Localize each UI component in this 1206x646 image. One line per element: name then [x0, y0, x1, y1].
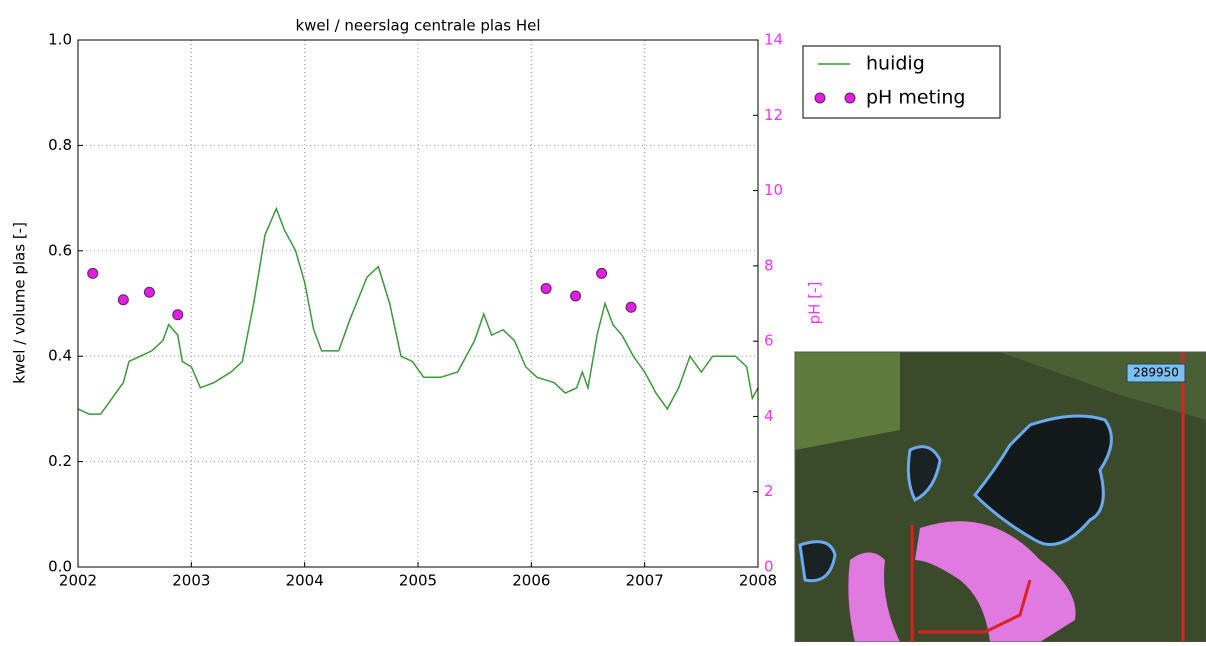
- x-tick-label: 2006: [512, 572, 550, 590]
- x-tick-label: 2008: [739, 572, 777, 590]
- data-point: [143, 286, 155, 298]
- data-point: [540, 282, 552, 294]
- data-point: [172, 309, 184, 321]
- y-tick-label: 0.6: [48, 241, 72, 259]
- y2-tick-label: 8: [764, 256, 774, 274]
- y-tick-label: 0.4: [48, 347, 72, 365]
- map-label-box: [1126, 363, 1186, 383]
- y2-tick-label: 2: [764, 482, 774, 500]
- data-point: [87, 267, 99, 279]
- y2-tick-label: 0: [764, 558, 774, 576]
- data-point: [625, 301, 637, 313]
- chart-title: kwel / neerslag centrale plas Hel: [295, 17, 540, 35]
- y-axis-label: kwel / volume plas [-]: [11, 222, 29, 384]
- legend-box: [802, 45, 1001, 119]
- data-point: [596, 267, 608, 279]
- y2-tick-label: 6: [764, 332, 774, 350]
- y2-tick-label: 10: [764, 181, 783, 199]
- y-tick-label: 0.2: [48, 452, 72, 470]
- data-point: [117, 294, 129, 306]
- map-field: [795, 352, 900, 450]
- map-label: 289950: [1133, 366, 1179, 380]
- plot-area: [77, 39, 759, 568]
- x-tick-label: 2002: [59, 572, 97, 590]
- legend-label: huidig: [866, 53, 925, 75]
- legend-swatch: [814, 92, 826, 104]
- y-tick-label: 0.0: [48, 558, 72, 576]
- legend-label: pH meting: [866, 87, 965, 109]
- y2-tick-label: 12: [764, 106, 783, 124]
- map-zone: [848, 552, 900, 642]
- x-tick-label: 2004: [286, 572, 324, 590]
- x-tick-label: 2003: [172, 572, 210, 590]
- y-tick-label: 1.0: [48, 31, 72, 49]
- y-tick-label: 0.8: [48, 136, 72, 154]
- x-tick-label: 2005: [399, 572, 437, 590]
- map-lake: [798, 540, 837, 583]
- map-ditch: [910, 352, 1185, 642]
- y2-axis-label: pH [-]: [806, 282, 824, 325]
- legend-swatch: [844, 92, 856, 104]
- map-lake: [972, 414, 1113, 546]
- plot-frame: [77, 39, 759, 568]
- map-inset: 289950: [794, 351, 1206, 643]
- data-line: [77, 206, 759, 415]
- x-tick-label: 2007: [626, 572, 664, 590]
- map-lake: [906, 445, 942, 503]
- y2-tick-label: 14: [764, 31, 783, 49]
- y2-tick-label: 4: [764, 407, 774, 425]
- map-zone: [915, 521, 1076, 642]
- data-point: [570, 290, 582, 302]
- legend: huidig pH meting: [802, 45, 1001, 119]
